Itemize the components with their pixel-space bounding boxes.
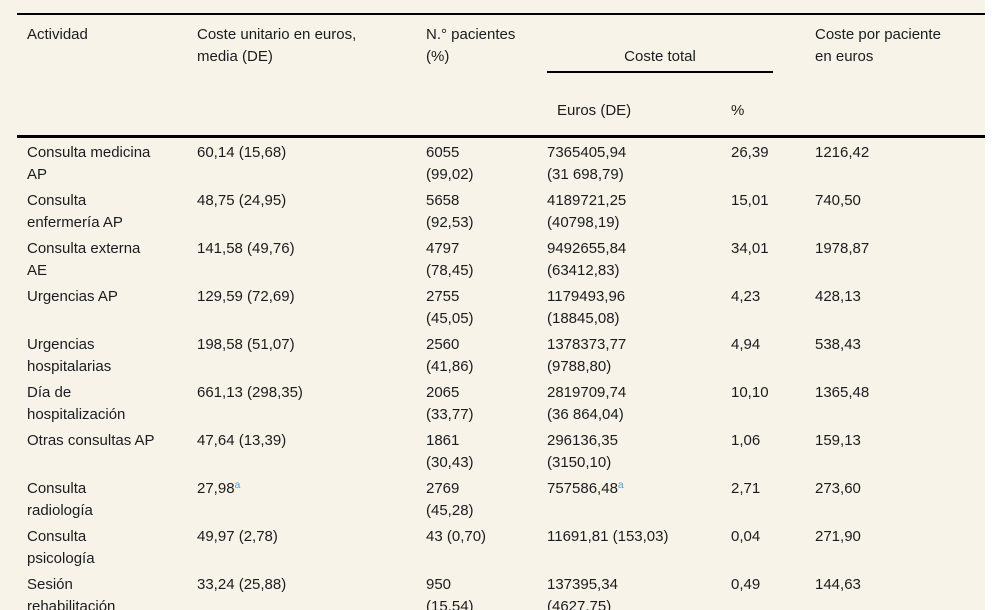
table-body: Consulta medicina AP 60,14 (15,68) 6055 … [17, 135, 985, 610]
table-row: Sesión rehabilitación 33,24 (25,88) 950 … [17, 570, 985, 610]
cell-n-pacientes: 43 (0,70) [426, 528, 487, 545]
table-row: Consulta radiología 27,98a 2769 (45,28) … [17, 474, 985, 522]
cell-euros-de: 4189721,25 (40798,19) [547, 192, 627, 231]
cell-coste-por-paciente: 144,63 [815, 576, 861, 593]
cell-actividad: Consulta medicina AP [17, 135, 197, 186]
table-row: Otras consultas AP 47,64 (13,39) 1861 (3… [17, 426, 985, 474]
cell-value: 757586,48 [547, 480, 618, 497]
table-header: Actividad Coste unitario en euros, media… [17, 14, 985, 137]
cell-pct: 0,04 [731, 528, 761, 545]
cell-coste-por-paciente: 1978,87 [815, 240, 870, 257]
table-row: Urgencias hospitalarias 198,58 (51,07) 2… [17, 330, 985, 378]
cell-value: 27,98 [197, 480, 235, 497]
table-row: Urgencias AP 129,59 (72,69) 2755 (45,05)… [17, 282, 985, 330]
cell-euros-de: 9492655,84 (63412,83) [547, 240, 627, 279]
col-header-coste-total: Coste total [547, 14, 815, 95]
cell-coste-unitario: 48,75 (24,95) [197, 192, 287, 209]
cell-pct: 26,39 [731, 135, 815, 186]
table-row: Consulta medicina AP 60,14 (15,68) 6055 … [17, 135, 985, 186]
cell-euros-de: 1378373,77 (9788,80) [547, 336, 627, 375]
cell-actividad: Urgencias hospitalarias [27, 336, 112, 375]
cell-pct: 2,71 [731, 480, 761, 497]
cell-pct: 34,01 [731, 240, 769, 257]
cell-n-pacientes: 2755 (45,05) [426, 288, 474, 327]
cell-actividad: Sesión rehabilitación [27, 576, 116, 610]
footnote-marker: a [617, 479, 624, 491]
cell-actividad: Urgencias AP [27, 288, 118, 305]
cell-n-pacientes: 2065 (33,77) [426, 384, 474, 423]
cell-euros-de: 757586,48a [547, 474, 731, 522]
cell-pct: 0,49 [731, 576, 761, 593]
col-header-n-pacientes: N.° pacientes (%) [426, 26, 516, 65]
cost-table: Actividad Coste unitario en euros, media… [17, 13, 985, 610]
cell-actividad: Consulta psicología [27, 528, 95, 567]
cell-actividad: Consulta externa AE [27, 240, 141, 279]
cell-coste-unitario: 33,24 (25,88) [197, 576, 287, 593]
cell-pct: 10,10 [731, 384, 769, 401]
cell-pct: 1,06 [731, 432, 761, 449]
cell-euros-de: 2819709,74 (36 864,04) [547, 384, 627, 423]
cell-pct: 4,23 [731, 288, 761, 305]
cell-coste-unitario: 47,64 (13,39) [197, 432, 287, 449]
col-header-coste-por-paciente: Coste por paciente en euros [815, 26, 941, 65]
cell-actividad: Otras consultas AP [27, 432, 155, 449]
table-row: Consulta psicología 49,97 (2,78) 43 (0,7… [17, 522, 985, 570]
col-header-coste-unitario: Coste unitario en euros, media (DE) [197, 26, 357, 65]
cell-n-pacientes: 6055 (99,02) [426, 135, 547, 186]
cell-coste-por-paciente: 538,43 [815, 336, 861, 353]
cell-pct: 15,01 [731, 192, 769, 209]
cell-coste-por-paciente: 428,13 [815, 288, 861, 305]
header-row-1: Actividad Coste unitario en euros, media… [17, 14, 985, 95]
coste-total-group-label: Coste total [547, 46, 773, 73]
cell-coste-unitario: 60,14 (15,68) [197, 135, 426, 186]
footnote-marker: a [234, 479, 241, 491]
table-row: Día de hospitalización 661,13 (298,35) 2… [17, 378, 985, 426]
cell-coste-unitario: 27,98a [197, 474, 426, 522]
cell-coste-por-paciente: 1216,42 [815, 135, 985, 186]
cell-n-pacientes: 4797 (78,45) [426, 240, 474, 279]
cell-coste-unitario: 141,58 (49,76) [197, 240, 295, 257]
cell-coste-unitario: 49,97 (2,78) [197, 528, 278, 545]
table-row: Consulta enfermería AP 48,75 (24,95) 565… [17, 186, 985, 234]
cell-coste-por-paciente: 159,13 [815, 432, 861, 449]
cell-actividad: Consulta radiología [27, 480, 93, 519]
cell-coste-unitario: 129,59 (72,69) [197, 288, 295, 305]
cell-n-pacientes: 2769 (45,28) [426, 480, 474, 519]
cell-coste-unitario: 198,58 (51,07) [197, 336, 295, 353]
col-header-actividad: Actividad [27, 26, 88, 43]
cell-coste-por-paciente: 273,60 [815, 480, 861, 497]
cell-euros-de: 7365405,94 (31 698,79) [547, 135, 731, 186]
cell-coste-por-paciente: 271,90 [815, 528, 861, 545]
cell-n-pacientes: 5658 (92,53) [426, 192, 474, 231]
cell-actividad: Consulta enfermería AP [27, 192, 123, 231]
cell-n-pacientes: 950 (15,54) [426, 576, 474, 610]
cell-euros-de: 296136,35 (3150,10) [547, 432, 618, 471]
cell-euros-de: 1179493,96 (18845,08) [547, 288, 626, 327]
cell-coste-por-paciente: 1365,48 [815, 384, 870, 401]
cell-coste-unitario: 661,13 (298,35) [197, 384, 303, 401]
header-row-2: Euros (DE) % [17, 95, 985, 137]
col-header-pct: % [731, 102, 745, 119]
cell-euros-de: 11691,81 (153,03) [547, 528, 669, 545]
table-row: Consulta externa AE 141,58 (49,76) 4797 … [17, 234, 985, 282]
cell-pct: 4,94 [731, 336, 761, 353]
cell-coste-por-paciente: 740,50 [815, 192, 861, 209]
cell-actividad: Día de hospitalización [27, 384, 126, 423]
col-header-euros-de: Euros (DE) [557, 102, 632, 119]
cell-euros-de: 137395,34 (4627,75) [547, 576, 618, 610]
cell-n-pacientes: 2560 (41,86) [426, 336, 474, 375]
cell-n-pacientes: 1861 (30,43) [426, 432, 474, 471]
